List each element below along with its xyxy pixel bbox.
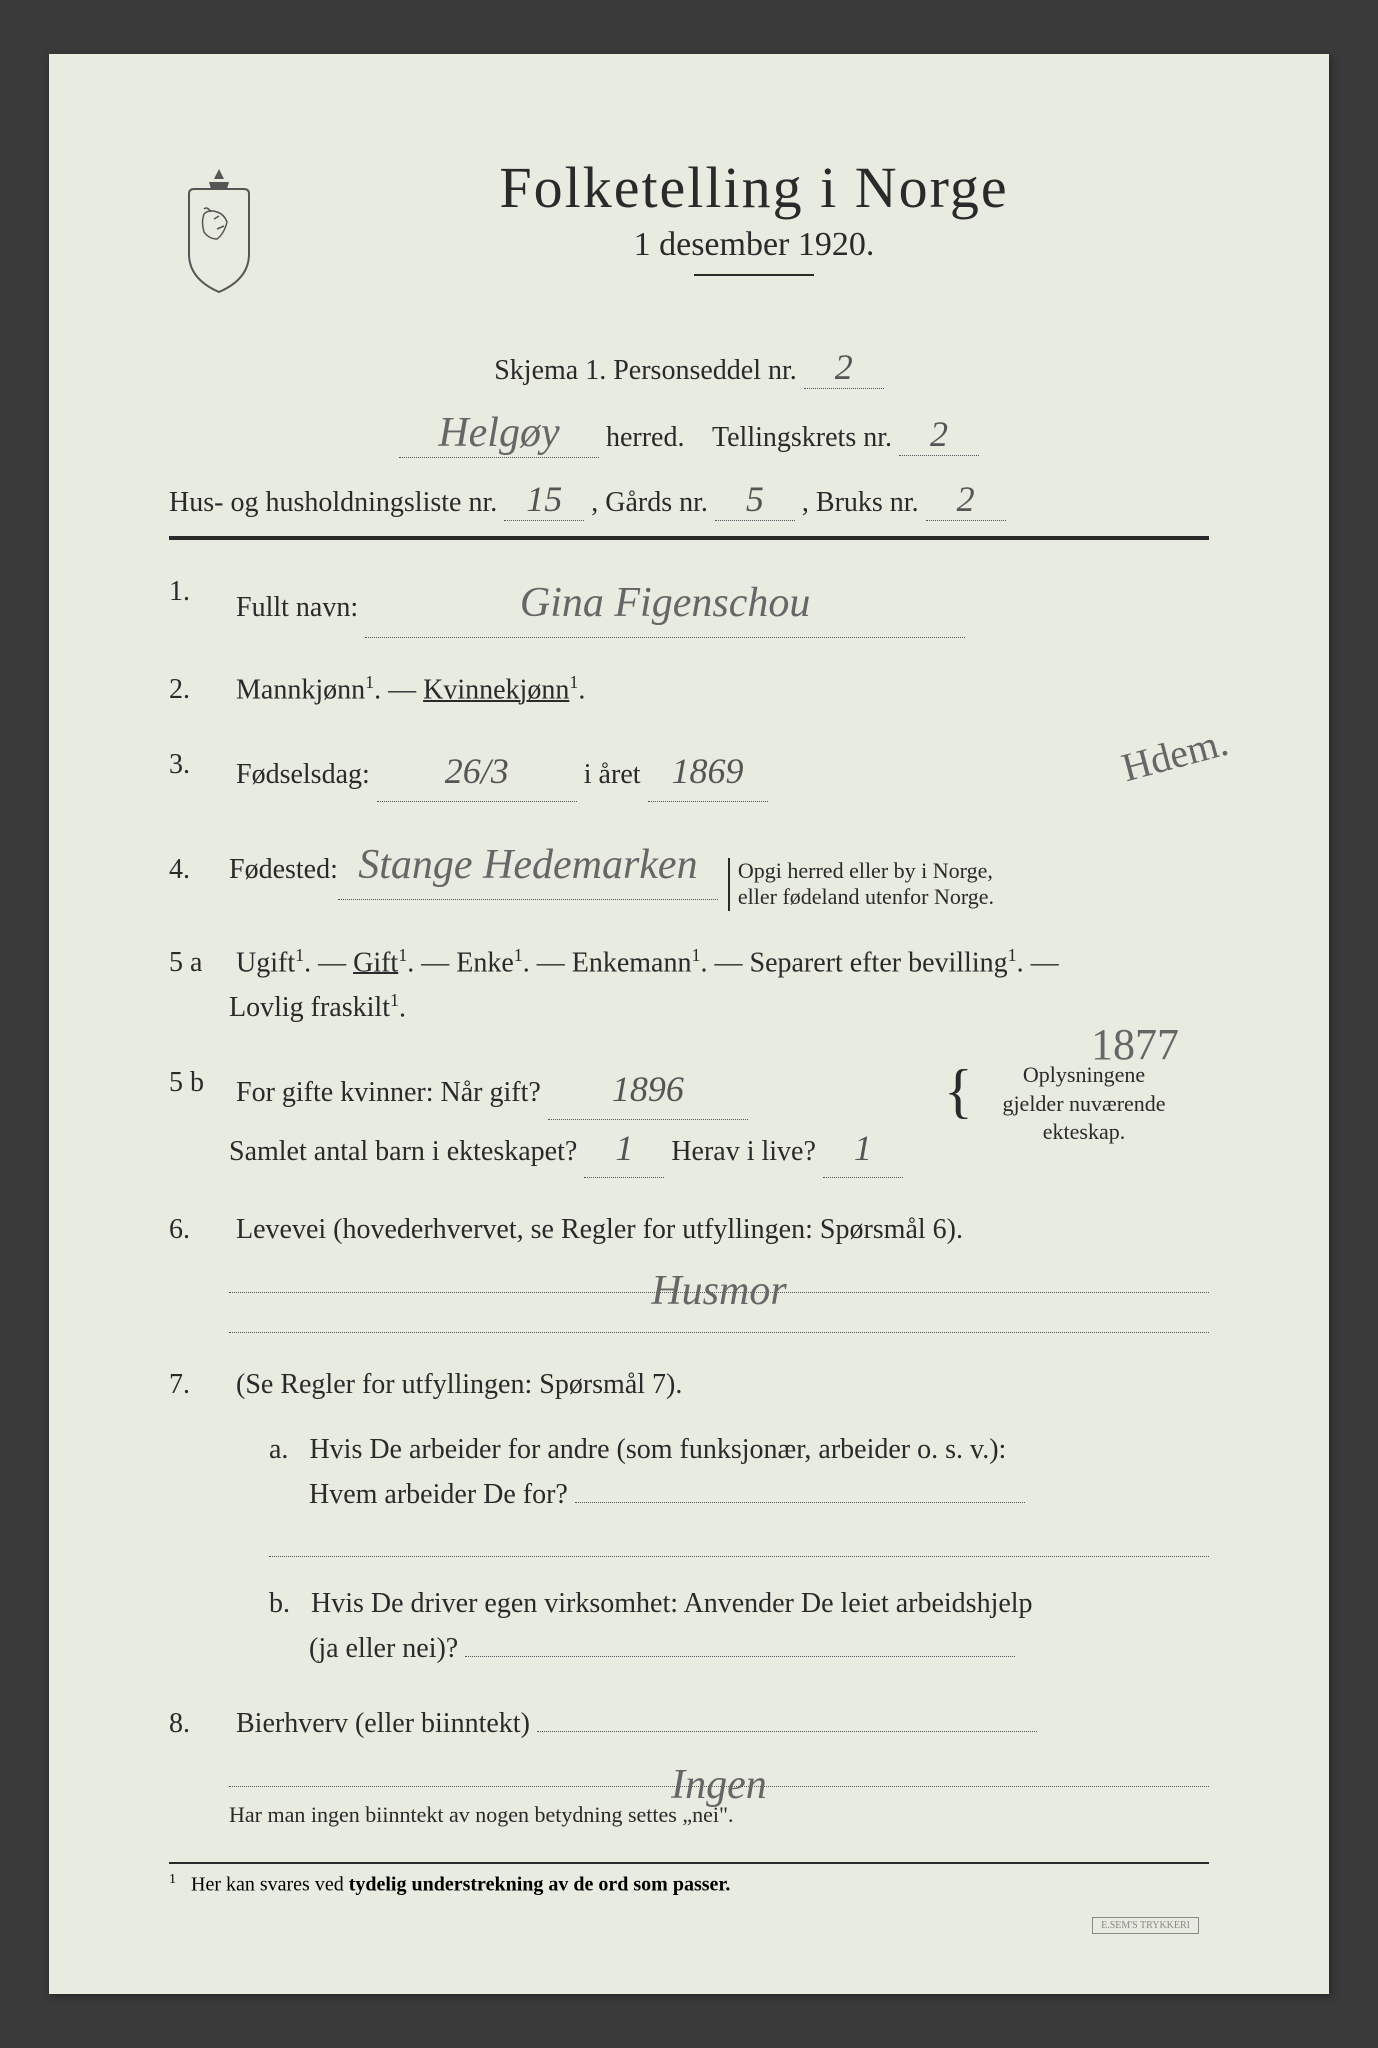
q6-row: 6. Levevei (hovederhvervet, se Regler fo… bbox=[169, 1208, 1209, 1333]
skjema-label: Skjema 1. Personseddel nr. bbox=[494, 355, 797, 386]
gaards-nr: 5 bbox=[715, 478, 795, 521]
q5b-naar-gift: 1896 bbox=[548, 1061, 748, 1120]
q7a-blank-line bbox=[269, 1522, 1209, 1557]
skjema-line: Skjema 1. Personseddel nr. 2 bbox=[169, 346, 1209, 389]
q4-value: Stange Hedemarken bbox=[338, 832, 718, 900]
q4-num: 4. bbox=[169, 848, 229, 893]
q8-value-line2: Ingen bbox=[229, 1752, 1209, 1787]
husliste-line: Hus- og husholdningsliste nr. 15 , Gårds… bbox=[169, 478, 1209, 521]
q2-num: 2. bbox=[169, 668, 229, 713]
q7-row: 7. (Se Regler for utfyllingen: Spørsmål … bbox=[169, 1363, 1209, 1672]
q3-mid: i året bbox=[584, 759, 641, 790]
q5b-num: 5 b bbox=[169, 1061, 229, 1106]
q5b-year-annotation: 1877 bbox=[1091, 1016, 1179, 1073]
q3-label: Fødselsdag: bbox=[236, 759, 370, 790]
tellingskrets-nr: 2 bbox=[899, 413, 979, 456]
brace-icon: { bbox=[944, 1061, 973, 1121]
q6-num: 6. bbox=[169, 1208, 229, 1253]
gaards-label: , Gårds nr. bbox=[591, 487, 708, 518]
q7a-line2: Hvem arbeider De for? bbox=[309, 1479, 568, 1510]
q1-value: Gina Figenschou bbox=[365, 570, 965, 638]
q5b-barn-live: 1 bbox=[823, 1120, 903, 1179]
q7a-num: a. bbox=[269, 1434, 288, 1465]
q8-num: 8. bbox=[169, 1702, 229, 1747]
q1-num: 1. bbox=[169, 570, 229, 615]
q5b-label2: Samlet antal barn i ekteskapet? bbox=[229, 1136, 577, 1167]
bruks-nr: 2 bbox=[926, 478, 1006, 521]
form-title: Folketelling i Norge bbox=[299, 154, 1209, 221]
q5b-label1: For gifte kvinner: Når gift? bbox=[236, 1077, 541, 1108]
census-form-page: Folketelling i Norge 1 desember 1920. Sk… bbox=[49, 54, 1329, 1994]
q5a-enkemann: Enkemann bbox=[572, 947, 692, 978]
footnote-text: Her kan svares ved tydelig understreknin… bbox=[191, 1874, 730, 1896]
q4-row: 4. Fødested: Stange Hedemarken Opgi herr… bbox=[169, 832, 1209, 911]
q2-mannkjonn: Mannkjønn bbox=[236, 675, 365, 706]
herred-line: Helgøy herred. Tellingskrets nr. 2 bbox=[169, 409, 1209, 458]
printer-stamp: E.SEM'S TRYKKERI bbox=[1092, 1917, 1199, 1934]
q5a-enke: Enke bbox=[456, 947, 514, 978]
norway-crest-icon bbox=[169, 164, 269, 294]
q5a-row: 5 a Ugift1. — Gift1. — Enke1. — Enkemann… bbox=[169, 941, 1209, 1031]
q6-value: Husmor bbox=[651, 1268, 786, 1314]
q5b-row: 5 b For gifte kvinner: Når gift? 1896 Sa… bbox=[169, 1061, 1209, 1178]
q5b-note: 1877 { Oplysningene gjelder nuværende ek… bbox=[959, 1061, 1209, 1178]
q4-label: Fødested: bbox=[229, 848, 338, 893]
q6-value-line: Husmor bbox=[229, 1258, 1209, 1293]
q7b-value bbox=[465, 1656, 1015, 1657]
q5b-label3: Herav i live? bbox=[671, 1136, 816, 1167]
q5a-separert: Separert efter bevilling bbox=[750, 947, 1008, 978]
q1-label: Fullt navn: bbox=[236, 592, 358, 623]
herred-suffix: herred. bbox=[606, 422, 685, 453]
bruks-label: , Bruks nr. bbox=[802, 487, 919, 518]
q5b-barn-total: 1 bbox=[584, 1120, 664, 1179]
divider-rule bbox=[169, 536, 1209, 540]
q2-kvinnekjonn-selected: Kvinnekjønn bbox=[423, 675, 569, 706]
q5a-gift-selected: Gift bbox=[353, 947, 398, 978]
q2-row: 2. Mannkjønn1. — Kvinnekjønn1. bbox=[169, 668, 1209, 713]
q7a-value bbox=[575, 1502, 1025, 1503]
q3-year: 1869 bbox=[648, 743, 768, 802]
q7b-line2: (ja eller nei)? bbox=[309, 1633, 458, 1664]
q1-row: 1. Fullt navn: Gina Figenschou bbox=[169, 570, 1209, 638]
q6-label: Levevei (hovederhvervet, se Regler for u… bbox=[236, 1214, 963, 1245]
q5a-ugift: Ugift bbox=[236, 947, 295, 978]
form-subtitle: 1 desember 1920. bbox=[299, 226, 1209, 264]
q3-day: 26/3 bbox=[377, 743, 577, 802]
husliste-nr: 15 bbox=[504, 478, 584, 521]
herred-name: Helgøy bbox=[399, 409, 599, 458]
q8-value-line1 bbox=[537, 1731, 1037, 1732]
personseddel-nr: 2 bbox=[804, 346, 884, 389]
q7-num: 7. bbox=[169, 1363, 229, 1408]
q8-label: Bierhverv (eller biinntekt) bbox=[236, 1708, 530, 1739]
q3-num: 3. bbox=[169, 743, 229, 788]
q4-note: Opgi herred eller by i Norge, eller føde… bbox=[728, 858, 994, 911]
q8-row: 8. Bierhverv (eller biinntekt) Ingen Har… bbox=[169, 1702, 1209, 1832]
q7-label: (Se Regler for utfyllingen: Spørsmål 7). bbox=[236, 1369, 682, 1400]
subtitle-rule bbox=[694, 274, 814, 276]
title-block: Folketelling i Norge 1 desember 1920. bbox=[299, 154, 1209, 306]
tellingskrets-label: Tellingskrets nr. bbox=[712, 422, 892, 453]
q7b-num: b. bbox=[269, 1588, 290, 1619]
q3-row: 3. Fødselsdag: 26/3 i året 1869 Hdem. bbox=[169, 743, 1209, 802]
q5a-num: 5 a bbox=[169, 941, 229, 986]
q3-margin-note: Hdem. bbox=[1115, 710, 1236, 800]
q8-note: Har man ingen biinntekt av nogen betydni… bbox=[229, 1797, 1209, 1832]
husliste-label: Hus- og husholdningsliste nr. bbox=[169, 487, 497, 518]
q7a-line1: Hvis De arbeider for andre (som funksjon… bbox=[309, 1434, 1006, 1465]
q7b-line1: Hvis De driver egen virksomhet: Anvender… bbox=[311, 1588, 1033, 1619]
q5a-fraskilt: Lovlig fraskilt bbox=[229, 992, 390, 1023]
footnote: 1 Her kan svares ved tydelig understrekn… bbox=[169, 1862, 1209, 1897]
form-header: Folketelling i Norge 1 desember 1920. bbox=[169, 154, 1209, 306]
